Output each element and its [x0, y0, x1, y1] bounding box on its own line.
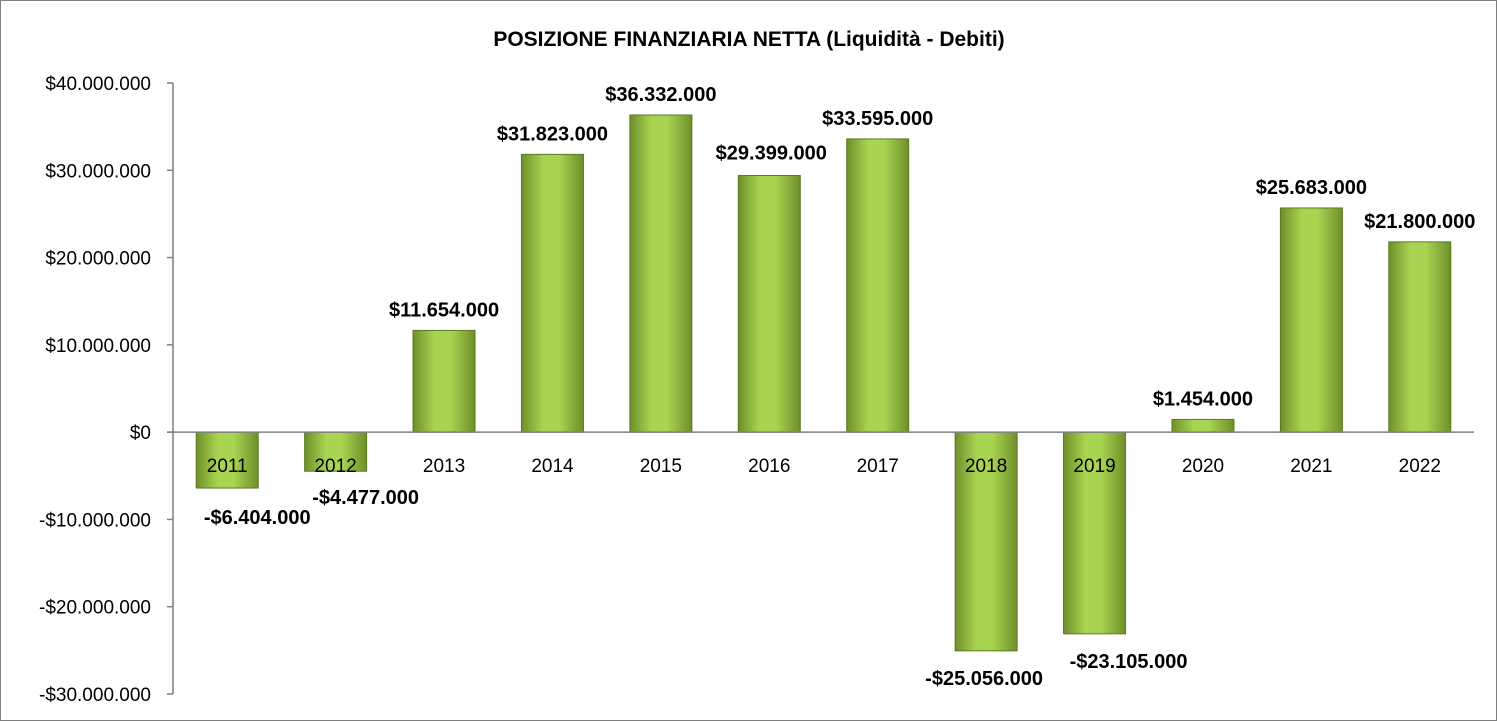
chart-title: POSIZIONE FINANZIARIA NETTA (Liquidità -… — [493, 28, 1004, 51]
y-tick-label: $0 — [130, 423, 151, 444]
x-tick-label: 2021 — [1290, 456, 1332, 477]
y-tick-label: -$20.000.000 — [39, 598, 151, 619]
y-tick-label: $30.000.000 — [45, 161, 151, 182]
x-tick-label: 2022 — [1399, 456, 1441, 477]
data-label-2020: $1.454.000 — [1153, 388, 1253, 410]
bar-2018 — [954, 431, 1018, 652]
bar-2019 — [1063, 431, 1127, 635]
axis-layer — [167, 82, 1474, 695]
bar-2014 — [520, 153, 584, 433]
bar-2013 — [412, 329, 476, 433]
bar-2016 — [737, 175, 801, 433]
data-label-2014: $31.823.000 — [497, 123, 608, 145]
x-tick-label: 2019 — [1073, 456, 1115, 477]
data-label-2019: -$23.105.000 — [1070, 651, 1188, 673]
bar-2021 — [1279, 207, 1343, 433]
bar-2015 — [629, 114, 693, 433]
bar-2020 — [1171, 418, 1235, 433]
data-label-2021: $25.683.000 — [1256, 177, 1367, 199]
bar-2017 — [846, 138, 910, 433]
bar-2011 — [195, 431, 259, 489]
y-tick-label: $40.000.000 — [45, 74, 151, 95]
data-label-2017: $33.595.000 — [822, 108, 933, 130]
y-tick-label: -$10.000.000 — [39, 510, 151, 531]
x-tick-label: 2012 — [314, 456, 356, 477]
data-label-2012: -$4.477.000 — [312, 487, 419, 509]
data-label-2018: -$25.056.000 — [925, 668, 1043, 690]
data-label-2015: $36.332.000 — [605, 84, 716, 106]
x-tick-label: 2016 — [748, 456, 790, 477]
x-tick-label: 2015 — [640, 456, 682, 477]
x-tick-label: 2014 — [531, 456, 574, 477]
data-label-2016: $29.399.000 — [716, 143, 827, 165]
x-tick-label: 2020 — [1182, 456, 1224, 477]
x-tick-label: 2017 — [857, 456, 899, 477]
x-tick-label: 2013 — [423, 456, 465, 477]
data-label-2011: -$6.404.000 — [204, 507, 311, 529]
data-label-2013: $11.654.000 — [389, 299, 499, 321]
bar-2022 — [1388, 241, 1452, 433]
y-tick-label: $20.000.000 — [45, 249, 151, 270]
labels-layer: $40.000.000 $30.000.000 $20.000.000 $10.000… — [39, 74, 1475, 706]
x-tick-label: 2018 — [965, 456, 1007, 477]
data-label-2022: $21.800.000 — [1364, 211, 1475, 233]
bars-layer — [195, 114, 1452, 652]
bar-2012 — [304, 431, 368, 472]
y-tick-label: $10.000.000 — [45, 336, 151, 357]
x-tick-label: 2011 — [207, 456, 248, 477]
y-tick-label: -$30.000.000 — [39, 685, 151, 706]
